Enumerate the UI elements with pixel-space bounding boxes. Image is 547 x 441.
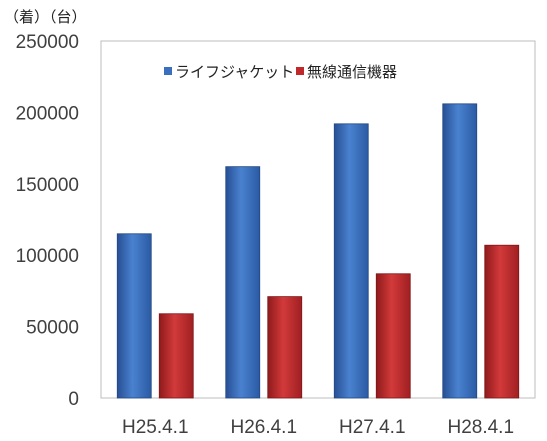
lifejacket-bar xyxy=(116,233,152,399)
lifejacket-bar xyxy=(333,123,369,399)
radio-device-bar xyxy=(267,296,303,399)
y-tick-label: 100000 xyxy=(16,246,79,267)
y-tick-label: 150000 xyxy=(16,175,79,196)
x-tick-label: H25.4.1 xyxy=(122,417,189,438)
lifejacket-bar xyxy=(442,103,478,399)
y-tick-label: 50000 xyxy=(26,318,79,339)
plot-area xyxy=(100,40,536,399)
y-tick-label: 250000 xyxy=(16,32,79,53)
radio-device-bar xyxy=(375,273,411,399)
legend-label: ライフジャケット xyxy=(175,63,294,81)
x-tick-label: H28.4.1 xyxy=(447,417,514,438)
x-axis: H25.4.1 H26.4.1 H27.4.1 H28.4.1 xyxy=(122,417,514,438)
legend-item-radio-device: 無線通信機器 xyxy=(296,63,397,81)
x-tick-label: H27.4.1 xyxy=(339,417,406,438)
x-tick-label: H26.4.1 xyxy=(230,417,297,438)
legend-label: 無線通信機器 xyxy=(307,63,397,81)
unit-label: （着）（台） xyxy=(4,8,87,26)
radio-device-bar xyxy=(158,313,194,399)
legend-item-lifejacket: ライフジャケット xyxy=(164,63,294,81)
radio-device-bar xyxy=(484,244,520,399)
bars-group xyxy=(116,103,520,399)
legend-swatch xyxy=(164,67,172,75)
legend-swatch xyxy=(296,67,304,75)
lifejacket-bar xyxy=(225,166,261,399)
y-axis: 0 50000 100000 150000 200000 250000 xyxy=(16,32,79,410)
y-tick-label: 200000 xyxy=(16,103,79,124)
legend: ライフジャケット 無線通信機器 xyxy=(164,63,397,81)
y-tick-label: 0 xyxy=(68,389,79,410)
